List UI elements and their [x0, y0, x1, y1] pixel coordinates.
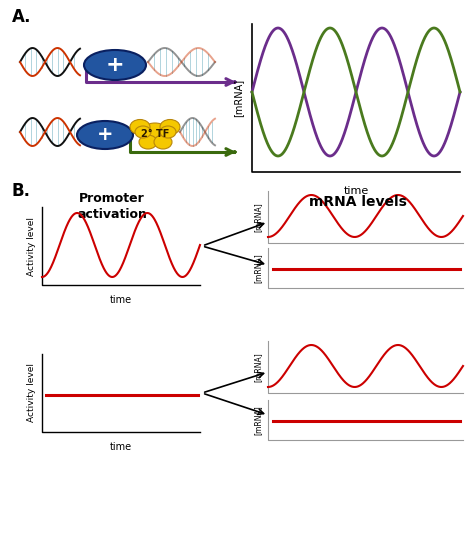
Ellipse shape	[160, 119, 180, 134]
Text: mRNA levels: mRNA levels	[309, 195, 407, 209]
Ellipse shape	[160, 126, 176, 138]
Text: [mRNA]: [mRNA]	[233, 79, 243, 117]
Ellipse shape	[154, 135, 172, 149]
Text: time: time	[110, 442, 132, 452]
Ellipse shape	[135, 126, 151, 138]
Ellipse shape	[141, 123, 169, 143]
Text: Promoter
activation: Promoter activation	[77, 192, 147, 221]
Text: B.: B.	[12, 182, 31, 200]
Text: +: +	[97, 125, 113, 145]
Text: 2° TF: 2° TF	[141, 129, 169, 139]
Text: time: time	[343, 186, 369, 196]
Text: [mRNA]: [mRNA]	[254, 202, 263, 232]
Ellipse shape	[130, 119, 150, 134]
Text: [mRNA]: [mRNA]	[254, 405, 263, 435]
Ellipse shape	[77, 121, 133, 149]
Ellipse shape	[84, 50, 146, 80]
Text: Activity level: Activity level	[27, 217, 36, 275]
Text: [mRNA]: [mRNA]	[254, 253, 263, 283]
Text: [mRNA]: [mRNA]	[254, 352, 263, 382]
Text: A.: A.	[12, 8, 31, 26]
Text: Activity level: Activity level	[27, 363, 36, 422]
Ellipse shape	[139, 135, 157, 149]
Text: time: time	[110, 295, 132, 305]
Text: +: +	[106, 55, 124, 75]
